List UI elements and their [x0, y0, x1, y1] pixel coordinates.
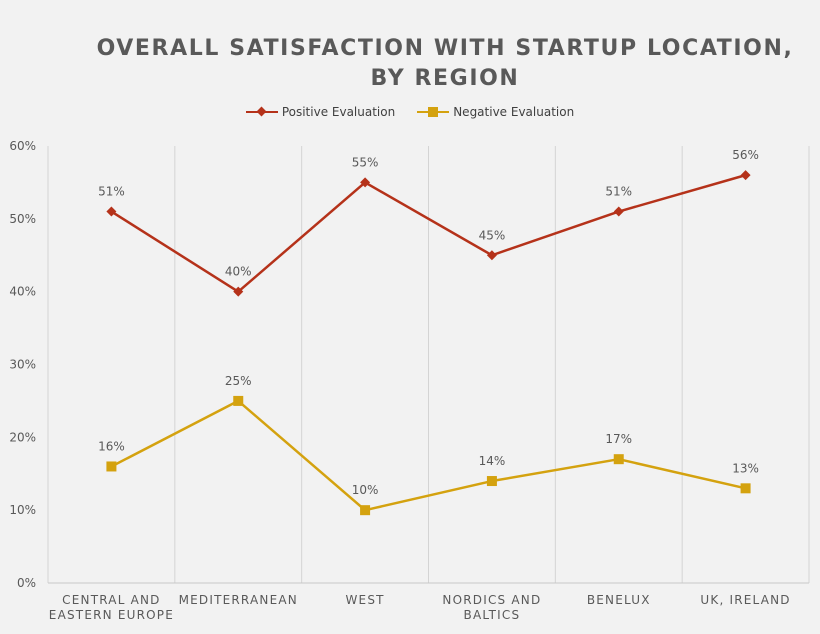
data-point-positive [740, 170, 751, 181]
chart-title-line-2: BY REGION [370, 66, 520, 91]
data-point-positive [360, 177, 371, 188]
data-label-negative: 10% [352, 483, 379, 497]
x-category-label: CENTRAL AND [62, 593, 160, 607]
data-point-positive [613, 206, 624, 217]
data-label-negative: 25% [225, 374, 252, 388]
x-category-label: NORDICS AND [442, 593, 541, 607]
x-category-label: BALTICS [464, 608, 521, 622]
data-label-positive: 55% [352, 155, 379, 169]
data-label-positive: 51% [98, 185, 125, 199]
data-label-negative: 14% [479, 454, 506, 468]
data-point-negative [486, 476, 497, 487]
data-label-negative: 13% [732, 461, 759, 475]
x-category-label: BENELUX [587, 593, 651, 607]
legend-label-positive: Positive Evaluation [281, 105, 396, 119]
x-category-label: MEDITERRANEAN [179, 593, 298, 607]
x-category-label: WEST [345, 593, 384, 607]
legend-marker-positive [245, 106, 278, 118]
legend-marker-negative [417, 106, 450, 118]
legend-item-negative: Negative Evaluation [417, 105, 574, 119]
data-label-positive: 40% [225, 265, 252, 279]
data-point-positive [106, 206, 117, 217]
data-point-positive [233, 286, 244, 297]
data-label-positive: 45% [479, 228, 506, 242]
data-point-positive [486, 250, 497, 261]
data-point-negative [613, 454, 624, 465]
y-tick-label: 20% [9, 430, 36, 444]
data-label-positive: 51% [605, 185, 632, 199]
data-label-positive: 56% [732, 148, 759, 162]
chart-legend: Positive Evaluation Negative Evaluation [0, 105, 820, 119]
data-label-negative: 17% [605, 432, 632, 446]
legend-item-positive: Positive Evaluation [245, 105, 396, 119]
data-point-negative [740, 483, 751, 494]
series-line-positive [110, 173, 746, 293]
data-point-negative [106, 461, 117, 472]
y-tick-label: 30% [9, 358, 36, 372]
data-point-negative [233, 395, 244, 406]
y-tick-label: 50% [9, 212, 36, 226]
series-line-negative [110, 399, 746, 512]
data-point-negative [360, 505, 371, 516]
chart-title: OVERALL SATISFACTION WITH STARTUP LOCATI… [0, 34, 820, 94]
x-category-label: UK, IRELAND [700, 593, 790, 607]
legend-label-negative: Negative Evaluation [453, 105, 575, 119]
data-label-negative: 16% [98, 439, 125, 453]
chart-title-line-1: OVERALL SATISFACTION WITH STARTUP LOCATI… [96, 36, 794, 61]
y-tick-label: 10% [9, 503, 36, 517]
y-tick-label: 40% [9, 285, 36, 299]
x-category-label: EASTERN EUROPE [49, 608, 174, 622]
y-tick-label: 0% [17, 576, 36, 590]
y-tick-label: 60% [9, 139, 36, 153]
